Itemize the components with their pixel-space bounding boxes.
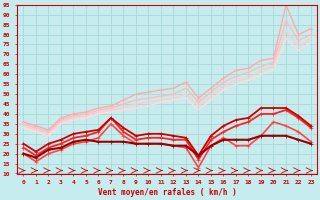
X-axis label: Vent moyen/en rafales ( km/h ): Vent moyen/en rafales ( km/h ) — [98, 188, 236, 197]
